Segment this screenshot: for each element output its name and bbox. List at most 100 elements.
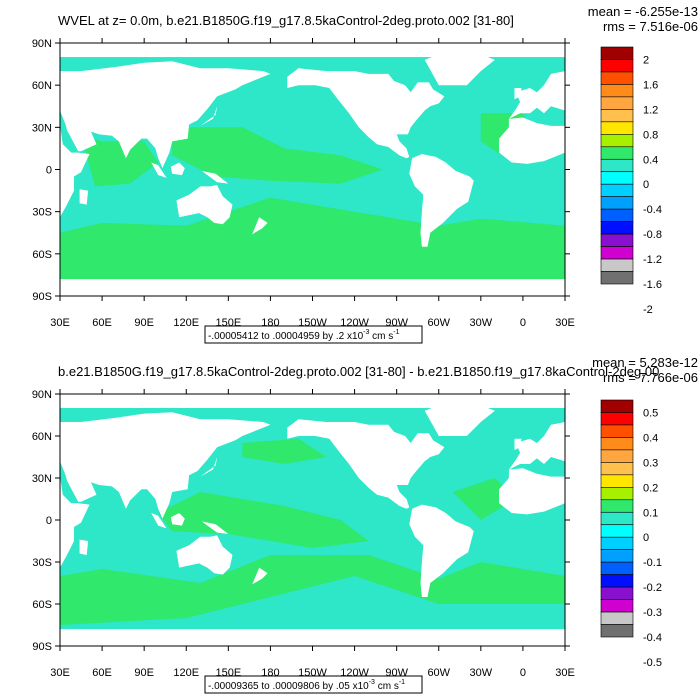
colorbar-swatch bbox=[600, 624, 634, 638]
land-mass bbox=[201, 170, 229, 184]
colorbar-swatch bbox=[600, 158, 634, 173]
colorbar-label: -2 bbox=[643, 304, 653, 316]
map-field bbox=[60, 402, 565, 646]
contour-info-box bbox=[204, 325, 423, 344]
colorbar-swatch bbox=[600, 437, 634, 451]
antarctica bbox=[60, 629, 565, 646]
colorbar-swatch bbox=[600, 183, 634, 197]
land-mass bbox=[151, 513, 167, 529]
land-mass bbox=[252, 567, 268, 585]
colorbar-label: 0.1 bbox=[643, 507, 658, 519]
colorbar-label: -0.2 bbox=[643, 582, 662, 594]
contour-info-box bbox=[204, 675, 423, 694]
colorbar-swatch bbox=[600, 574, 634, 588]
mean-text: mean = 5.283e-12 bbox=[592, 355, 698, 370]
colorbar-swatch bbox=[600, 46, 634, 60]
land-mass bbox=[287, 419, 445, 509]
colorbar-swatch bbox=[600, 221, 634, 235]
land-mass bbox=[79, 539, 89, 555]
colorbar-swatch bbox=[600, 146, 634, 160]
x-tick-label: 30E bbox=[50, 317, 70, 329]
colorbar-label: -0.1 bbox=[643, 557, 662, 569]
land-mass bbox=[424, 402, 495, 436]
y-tick-label: 30S bbox=[32, 207, 52, 219]
colorbar-label: 1.6 bbox=[643, 79, 658, 91]
land-mass bbox=[60, 125, 90, 218]
land-mass bbox=[170, 162, 185, 176]
land-mass bbox=[252, 217, 268, 235]
colorbar-swatch bbox=[600, 412, 634, 426]
colorbar-label: 0.8 bbox=[643, 129, 658, 141]
x-tick-label: 60W bbox=[427, 667, 450, 679]
x-tick-label: 0 bbox=[520, 667, 526, 679]
land-mass bbox=[170, 513, 185, 526]
colorbar-swatch bbox=[600, 499, 634, 513]
colorbar-label: -0.5 bbox=[643, 657, 662, 669]
land-mass bbox=[79, 189, 89, 205]
contour-info-text: -.00009365 to .00009806 by .05 x10-3 cm … bbox=[208, 679, 405, 692]
x-tick-label: 90E bbox=[134, 667, 154, 679]
colorbar-swatch bbox=[600, 611, 634, 625]
colorbar-swatch bbox=[600, 599, 634, 613]
panel-title: b.e21.B1850G.f19_g17.8.5kaControl-2deg.p… bbox=[58, 364, 659, 379]
colorbar-label: 2 bbox=[643, 54, 649, 66]
land-mass bbox=[499, 468, 565, 515]
colorbar-label: -0.3 bbox=[643, 607, 662, 619]
land-mass bbox=[409, 504, 474, 597]
colorbar-swatch bbox=[600, 462, 634, 476]
mean-text: mean = -6.255e-13 bbox=[588, 4, 698, 19]
y-tick-label: 60N bbox=[32, 431, 52, 443]
colorbar-swatch bbox=[600, 511, 634, 526]
colorbar-label: -0.4 bbox=[643, 632, 662, 644]
colorbar-swatch bbox=[600, 121, 634, 135]
colorbar-swatch bbox=[600, 233, 634, 247]
land-mass bbox=[514, 88, 522, 100]
y-tick-label: 90S bbox=[32, 641, 52, 653]
ocean-anomaly-patch bbox=[242, 438, 327, 464]
y-tick-label: 30N bbox=[32, 122, 52, 134]
land-mass bbox=[409, 154, 474, 247]
rms-text: rms = 7.516e-06 bbox=[603, 19, 698, 34]
colorbar-label: -1.2 bbox=[643, 254, 662, 266]
colorbar-swatch bbox=[600, 258, 634, 272]
y-tick-label: 0 bbox=[46, 165, 52, 177]
land-mass bbox=[60, 476, 90, 568]
x-tick-label: 30W bbox=[470, 317, 493, 329]
land-mass bbox=[60, 61, 271, 169]
y-tick-label: 90N bbox=[32, 389, 52, 401]
colorbar-label: -1.6 bbox=[643, 279, 662, 291]
colorbar-label: -0.8 bbox=[643, 229, 662, 241]
land-mass bbox=[508, 71, 565, 119]
y-tick-label: 60S bbox=[32, 599, 52, 611]
rms-text: rms = 7.766e-06 bbox=[603, 370, 698, 385]
colorbar-swatch bbox=[600, 524, 634, 538]
x-tick-label: 120E bbox=[173, 317, 199, 329]
colorbar-swatch bbox=[600, 424, 634, 438]
colorbar-label: 0.2 bbox=[643, 482, 658, 494]
colorbar-swatch bbox=[600, 71, 634, 85]
land-mass bbox=[424, 51, 495, 86]
colorbar-label: 0.3 bbox=[643, 457, 658, 469]
colorbar-label: 0 bbox=[643, 179, 649, 191]
x-tick-label: 30E bbox=[555, 667, 575, 679]
colorbar-label: 0.5 bbox=[643, 407, 658, 419]
ocean-anomaly-patch bbox=[81, 134, 159, 187]
colorbar-swatch bbox=[600, 449, 634, 463]
x-tick-label: 90E bbox=[134, 317, 154, 329]
colorbar-swatch bbox=[600, 474, 634, 488]
ocean-anomaly-patch bbox=[172, 127, 383, 184]
colorbar-label: 0 bbox=[643, 532, 649, 544]
colorbar-swatch bbox=[600, 549, 634, 563]
colorbar-swatch bbox=[600, 171, 634, 185]
colorbar-swatch bbox=[600, 196, 634, 210]
y-tick-label: 0 bbox=[46, 515, 52, 527]
colorbar-label: 1.2 bbox=[643, 104, 658, 116]
colorbar-swatch bbox=[600, 59, 634, 73]
land-mass bbox=[499, 117, 565, 164]
colorbar-label: 0.4 bbox=[643, 432, 658, 444]
x-tick-label: 60W bbox=[427, 317, 450, 329]
colorbar-label: 0.4 bbox=[643, 154, 658, 166]
colorbar-swatch bbox=[600, 271, 634, 285]
land-mass bbox=[176, 185, 233, 225]
